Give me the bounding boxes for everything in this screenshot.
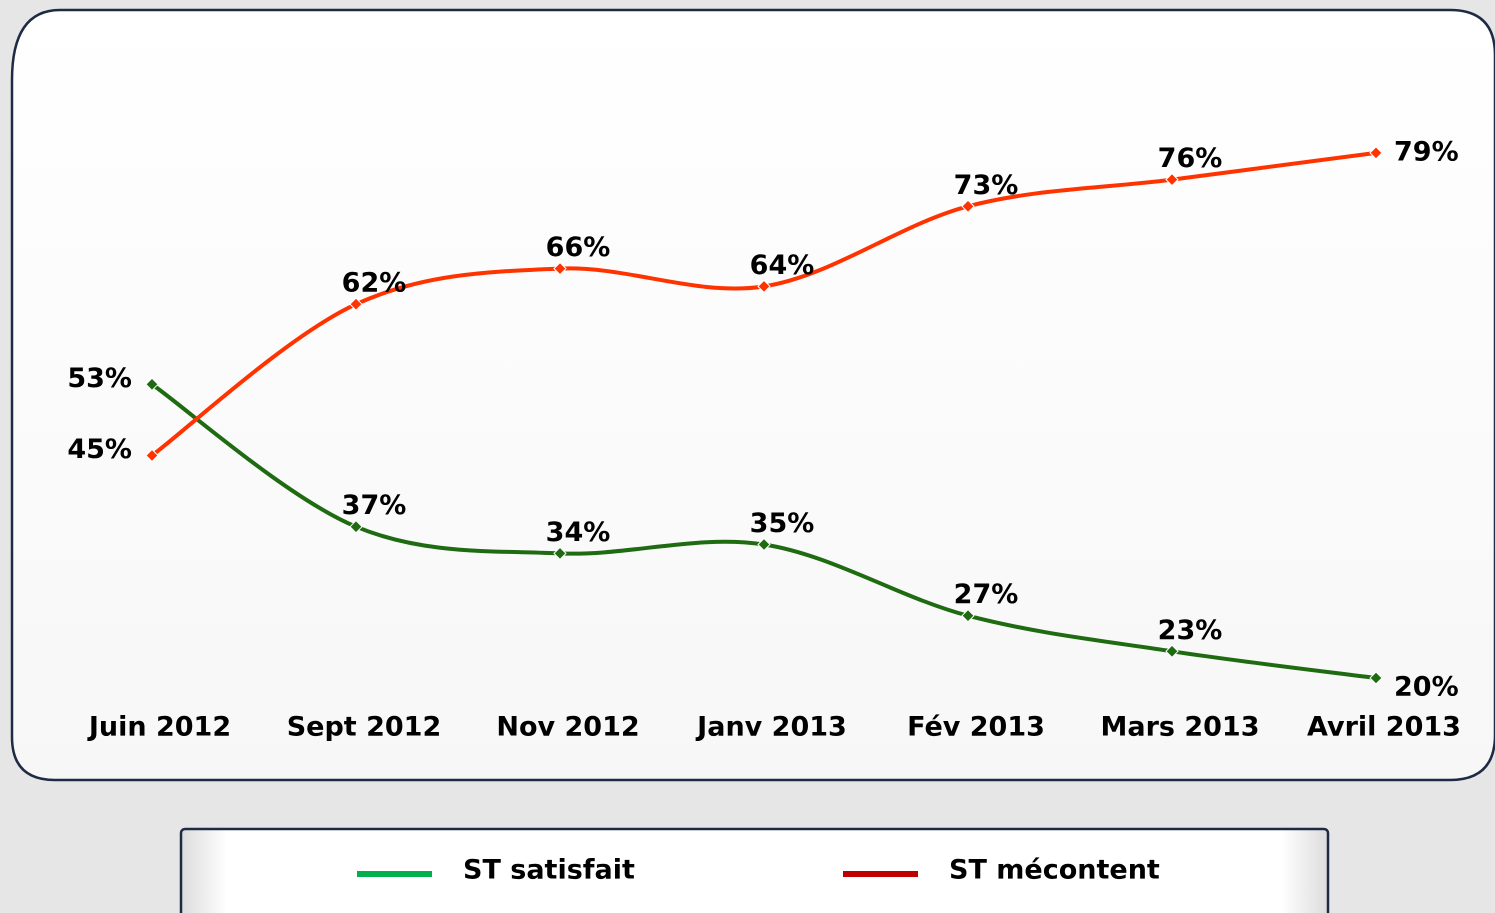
data-label: 45%: [67, 434, 132, 465]
point-marker: [349, 297, 363, 311]
x-tick-label: Juin 2012: [87, 712, 231, 743]
point-marker: [553, 261, 567, 276]
data-label: 79%: [1394, 136, 1459, 167]
legend-box: [179, 827, 1330, 913]
data-label: 27%: [954, 579, 1019, 610]
data-label: 66%: [546, 232, 611, 263]
x-tick-label: Sept 2012: [287, 712, 442, 743]
x-tick-label: Avril 2013: [1307, 712, 1461, 743]
data-label: 23%: [1158, 615, 1223, 646]
point-marker: [961, 199, 975, 214]
x-tick-label: Nov 2012: [496, 712, 639, 743]
legend-label: ST satisfait: [463, 855, 635, 886]
point-marker: [1369, 146, 1383, 160]
data-label: 20%: [1394, 672, 1459, 703]
data-label: 64%: [750, 250, 815, 281]
data-label: 73%: [954, 170, 1019, 201]
plot-panel: [10, 8, 1495, 782]
point-marker: [145, 448, 159, 463]
point-marker: [1165, 172, 1179, 187]
data-label: 76%: [1158, 143, 1223, 174]
point-marker: [1165, 644, 1179, 659]
point-marker: [1369, 671, 1383, 685]
point-marker: [757, 279, 771, 294]
data-label: 35%: [750, 508, 815, 539]
x-tick-label: Janv 2013: [695, 712, 847, 743]
data-label: 37%: [342, 490, 407, 521]
point-marker: [145, 377, 159, 392]
x-tick-label: Fév 2013: [907, 712, 1045, 743]
data-label: 34%: [546, 517, 611, 548]
point-marker: [349, 519, 363, 534]
point-marker: [553, 546, 567, 561]
point-marker: [961, 608, 975, 623]
point-marker: [757, 537, 771, 552]
legend-label: ST mécontent: [949, 855, 1160, 886]
x-tick-label: Mars 2013: [1100, 712, 1259, 743]
data-label: 62%: [342, 268, 407, 299]
data-label: 53%: [67, 363, 132, 394]
